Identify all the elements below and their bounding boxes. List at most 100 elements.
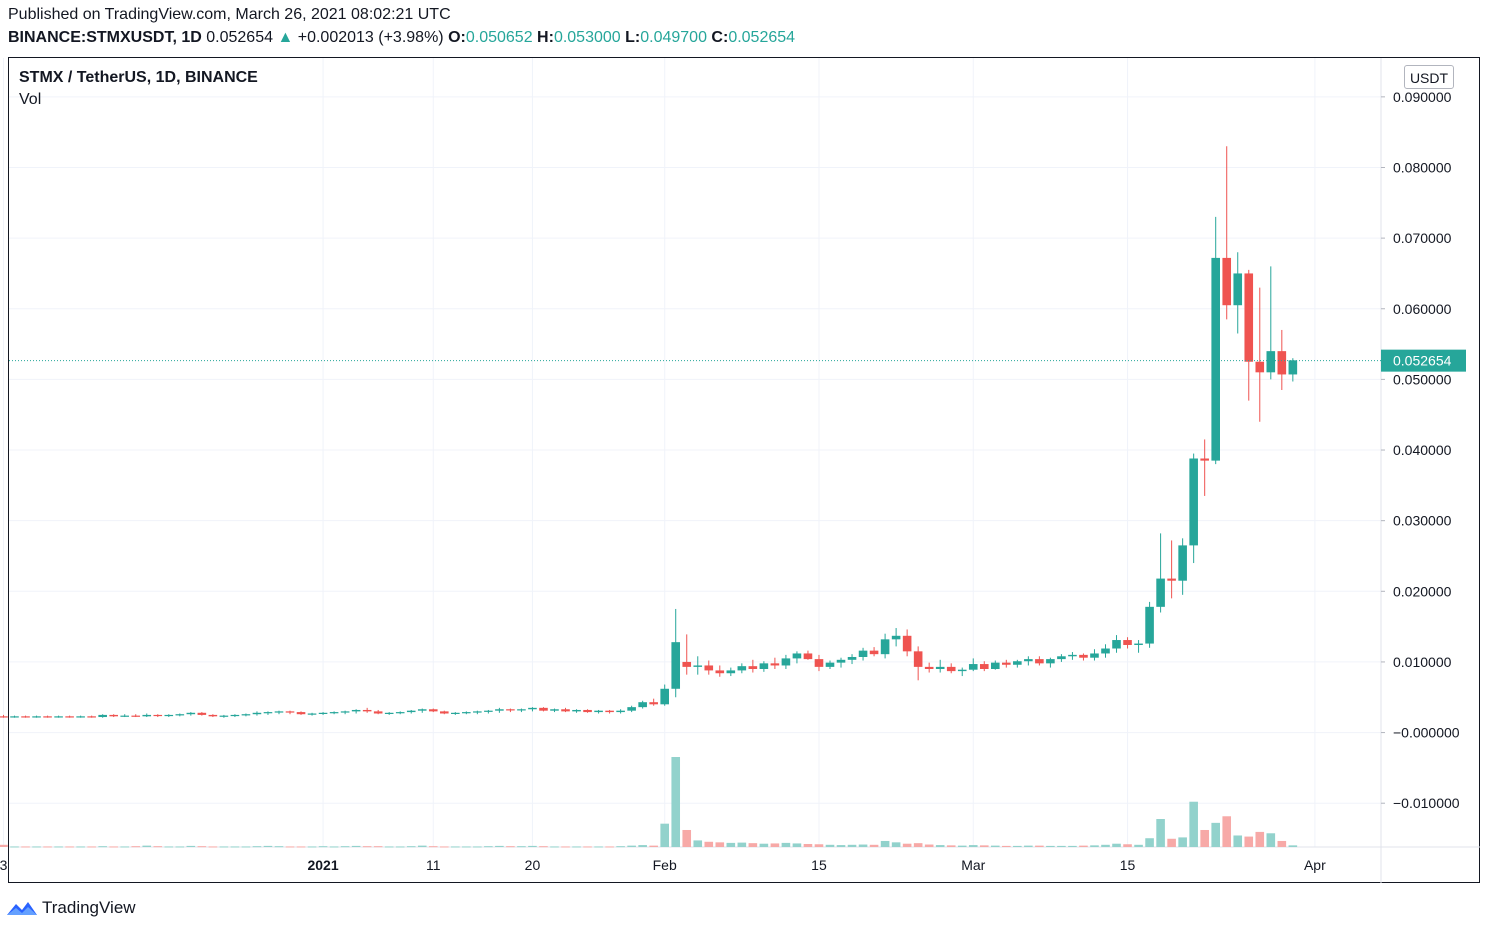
x-tick-label: 15: [811, 857, 827, 873]
y-tick-label: 0.030000: [1393, 513, 1452, 529]
volume-bar: [1156, 819, 1165, 847]
candle-body: [880, 639, 890, 655]
candle-body: [384, 712, 394, 714]
last-price-label: 0.052654: [1393, 353, 1452, 369]
candle-body: [847, 656, 857, 660]
candle-body: [1079, 654, 1088, 658]
candle-body: [770, 663, 780, 666]
candle-body: [759, 663, 769, 669]
volume-bar: [638, 845, 647, 847]
volume-bar: [109, 846, 118, 848]
volume-bar: [605, 846, 614, 848]
candle-body: [572, 709, 581, 712]
volume-bar: [484, 846, 493, 848]
candle-body: [814, 659, 824, 667]
candle-body: [902, 635, 912, 652]
close-label: C:: [711, 29, 729, 46]
candle-body: [693, 665, 703, 667]
volume-bar: [671, 757, 681, 847]
footer-brand[interactable]: TradingView: [42, 898, 136, 917]
volume-bar: [737, 842, 747, 847]
legend-title[interactable]: STMX / TetherUS, 1D, BINANCE: [19, 69, 258, 86]
candle-body: [1024, 659, 1033, 662]
last-price: 0.052654: [206, 29, 273, 46]
volume-bar: [76, 846, 85, 848]
volume-bar: [726, 842, 736, 847]
legend-volume[interactable]: Vol: [19, 91, 42, 108]
volume-bar: [693, 840, 703, 847]
volume-bar: [1266, 833, 1276, 847]
volume-bar: [528, 845, 537, 847]
candle-body: [417, 709, 427, 711]
candle-body: [638, 702, 647, 708]
volume-bar: [935, 845, 945, 847]
volume-bar: [1178, 837, 1187, 847]
candle-body: [979, 664, 989, 669]
currency-button[interactable]: USDT: [1404, 65, 1454, 89]
candle-body: [1002, 662, 1011, 665]
volume-bar: [594, 846, 603, 848]
volume-bar: [715, 842, 725, 847]
candle-body: [98, 714, 107, 718]
open-label: O:: [448, 29, 466, 46]
candle-body: [594, 710, 603, 713]
volume-bar: [1145, 838, 1154, 847]
candle-body: [1233, 273, 1243, 306]
volume-bar: [627, 845, 636, 847]
volume-bar: [1233, 835, 1243, 847]
y-tick-label: −0.010000: [1393, 795, 1460, 811]
volume-bar: [241, 846, 251, 848]
candle-body: [1266, 351, 1276, 373]
volume-bar: [439, 846, 449, 848]
tradingview-logo-icon[interactable]: [6, 898, 38, 918]
volume-bar: [869, 844, 879, 847]
volume-bar: [825, 844, 835, 847]
candle-body: [1288, 360, 1298, 375]
volume-bar: [197, 846, 207, 848]
volume-bar: [792, 843, 802, 847]
candle-body: [946, 666, 956, 672]
candle-body: [836, 659, 846, 663]
candle-body: [109, 714, 118, 717]
candle-body: [748, 666, 758, 669]
y-tick-label: 0.010000: [1393, 654, 1452, 670]
candle-body: [1145, 606, 1154, 644]
volume-bar: [1123, 844, 1132, 847]
volume-bar: [1189, 801, 1198, 847]
volume-bar: [21, 846, 30, 848]
candle-body: [208, 714, 218, 717]
volume-bar: [87, 846, 96, 848]
candle-body: [506, 709, 515, 711]
volume-bar: [781, 842, 791, 847]
candle-body: [1211, 257, 1220, 461]
volume-bar: [649, 845, 658, 847]
volume-bar: [1035, 845, 1044, 847]
volume-bar: [1024, 845, 1033, 847]
volume-bar: [1046, 845, 1055, 847]
candle-body: [241, 714, 251, 716]
candle-body: [539, 707, 548, 711]
candle-body: [164, 714, 174, 717]
candle-body: [274, 711, 284, 713]
candle-body: [858, 650, 868, 657]
volume-bar: [373, 846, 383, 848]
candle-body: [1167, 578, 1176, 581]
candle-body: [913, 651, 923, 667]
candle-body: [21, 716, 30, 718]
candle-body: [439, 711, 449, 714]
y-tick-label: 0.080000: [1393, 159, 1452, 175]
x-tick-label: 11: [426, 857, 441, 873]
candle-body: [825, 662, 835, 667]
volume-bar: [451, 846, 460, 848]
volume-bar: [704, 841, 714, 847]
candle-body: [649, 702, 658, 705]
y-tick-label: 0.060000: [1393, 301, 1452, 317]
candle-body: [1035, 659, 1044, 664]
x-tick-label: Apr: [1304, 857, 1326, 873]
arrow-up-icon: ▲: [277, 29, 294, 46]
candle-body: [726, 670, 736, 674]
y-tick-label: −0.000000: [1393, 725, 1460, 741]
candle-body: [671, 642, 681, 689]
y-tick-label: 0.070000: [1393, 230, 1452, 246]
